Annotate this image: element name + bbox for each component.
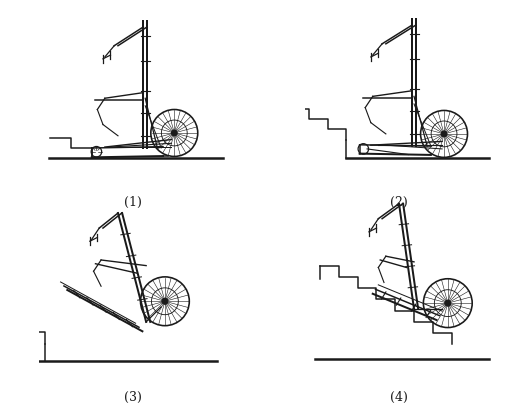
Text: (3): (3): [124, 390, 142, 404]
Text: (4): (4): [390, 390, 408, 404]
Text: (1): (1): [124, 195, 142, 208]
Circle shape: [445, 300, 451, 306]
Text: (2): (2): [390, 195, 408, 208]
Circle shape: [162, 298, 168, 304]
Circle shape: [441, 131, 447, 137]
Circle shape: [171, 130, 177, 136]
